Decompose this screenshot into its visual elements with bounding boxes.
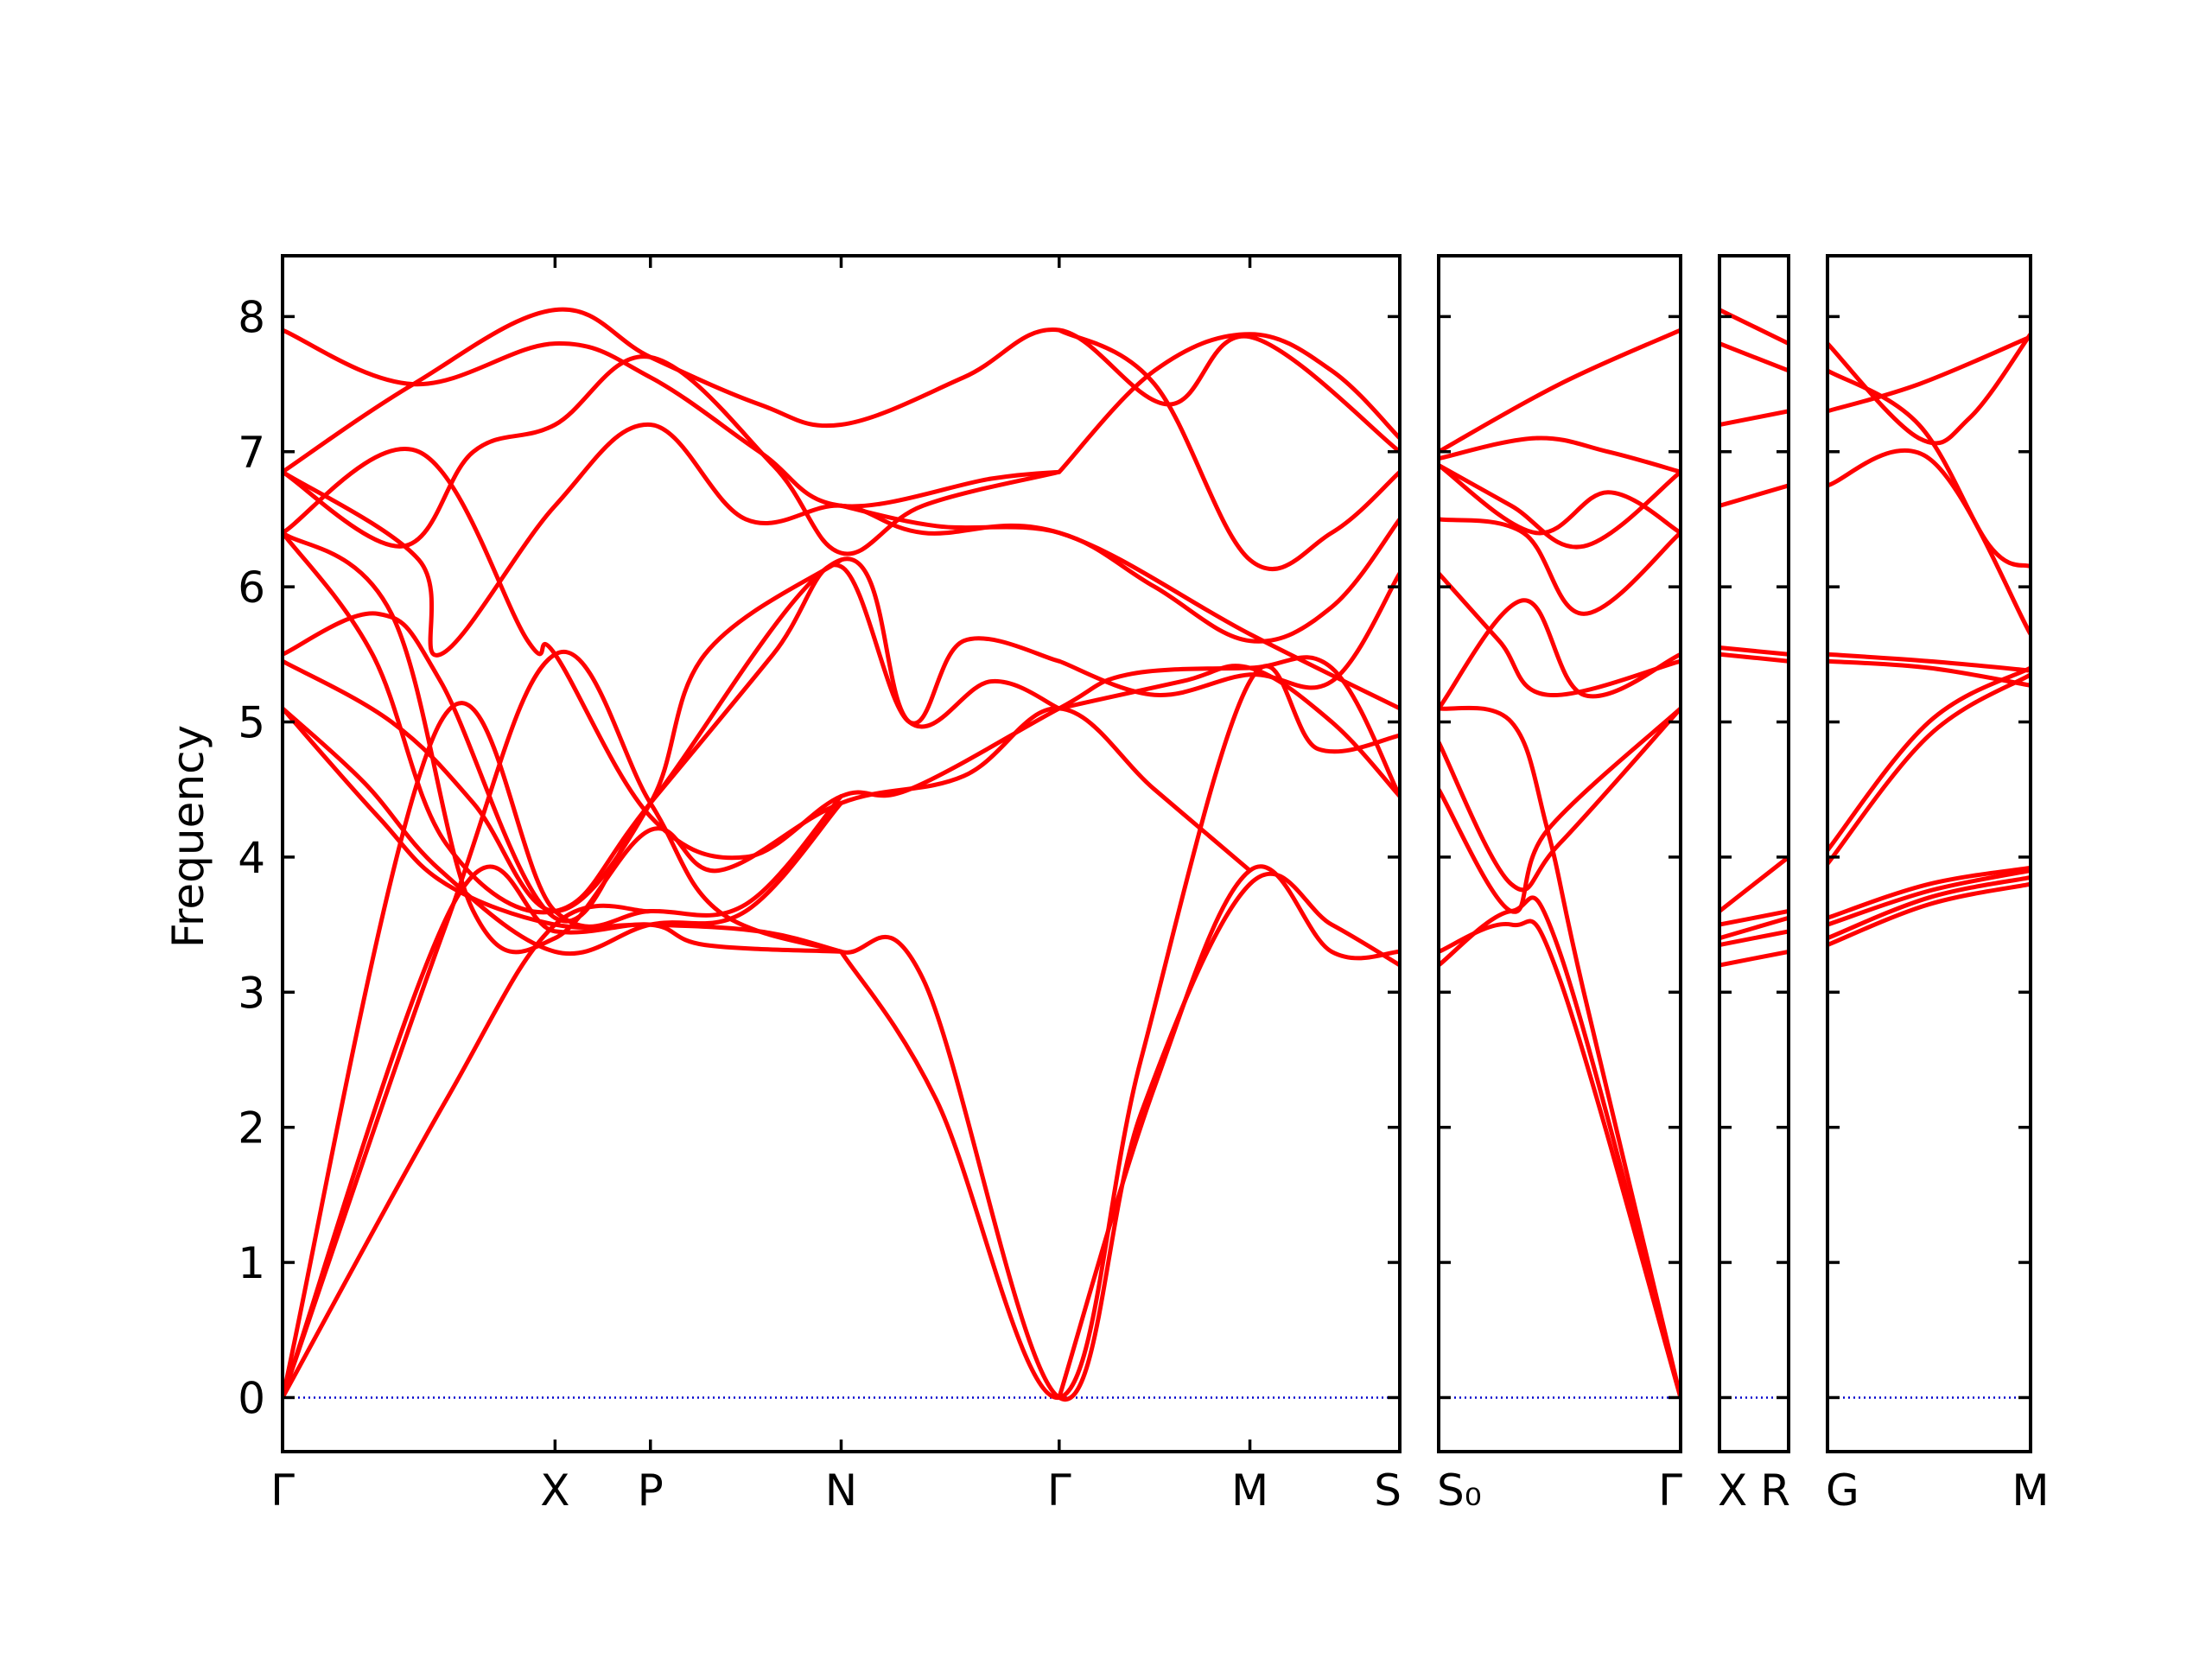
phonon-band [1057,571,1400,697]
phonon-band [1057,864,1400,1400]
x-tick-label: X [540,1465,569,1516]
phonon-band [283,701,843,1400]
phonon-band [1827,368,2031,569]
phonon-band [1719,341,1789,373]
phonon-band [283,563,1062,924]
phonon-band [1827,874,2031,941]
phonon-band [1057,332,1400,474]
phonon-band [1719,652,1789,664]
y-tick-label: 5 [238,698,265,748]
phonon-band [1439,462,1681,536]
x-tick-label: Γ [1047,1465,1071,1516]
phonon-band [283,557,843,913]
phonon-band [1439,571,1681,698]
phonon-band [1719,909,1789,927]
y-tick-label: 1 [238,1238,265,1288]
phonon-band [1827,881,2031,948]
phonon-band [1719,915,1789,941]
panel-frame [1437,254,1682,1453]
phonon-band [1827,334,2031,414]
phonon-band [283,903,653,1400]
phonon-band [1827,652,2031,673]
bands-group [283,307,1400,1402]
phonon-band [1439,706,1681,914]
x-tick-label: P [638,1465,664,1516]
phonon-band [839,664,1400,1400]
y-tick-label: 0 [238,1373,265,1423]
x-tick-label: Γ [1658,1465,1682,1516]
x-tick-label: Γ [270,1465,295,1516]
y-tick-label: 7 [238,428,265,478]
y-tick-label: 8 [238,292,265,342]
y-tick-label: 4 [238,833,265,883]
phonon-band [1439,918,1681,1400]
phonon-band [839,503,1400,644]
bands-group [1439,327,1681,1400]
phonon-band [283,307,1400,474]
bands-group [1719,308,1789,968]
phonon-band [283,706,843,957]
x-tick-label: S₀ [1437,1465,1482,1516]
phonon-band [1827,868,2031,927]
phonon-band [1719,855,1789,913]
bands-group [1827,332,2031,948]
panel-frame [1718,254,1790,1453]
phonon-band [1057,664,1400,798]
x-tick-label: M [2012,1465,2049,1516]
phonon-band [283,447,1400,861]
phonon-band [1439,327,1681,454]
x-tick-label: R [1760,1465,1790,1516]
phonon-band [1719,308,1789,346]
y-axis-label: Frequency [163,725,213,948]
x-tick-label: X [1718,1465,1747,1516]
y-tick-label: 3 [238,968,265,1018]
phonon-band [1439,435,1681,474]
phonon-band [1439,705,1681,1400]
phonon-band [1719,409,1789,427]
phonon-band [1827,448,2031,637]
phonon-band [283,706,1400,1402]
phonon-band [1827,658,2031,688]
y-tick-label: 2 [238,1103,265,1154]
x-tick-label: G [1826,1465,1859,1516]
phonon-band [1439,517,1681,616]
phonon-band [1719,483,1789,508]
phonon-band [1439,598,1681,711]
phonon-band [1719,949,1789,968]
panel-frame [1826,254,2032,1453]
phonon-band [283,864,843,1400]
panel-1: 0 1 2 3 4 5 6 7 8 Γ X P N Γ M S [238,254,1402,1516]
phonon-band [1719,645,1789,657]
phonon-band [1439,706,1681,893]
phonon-band [1439,895,1681,1400]
x-tick-label: N [825,1465,857,1516]
y-tick-label: 6 [238,563,265,613]
phonon-band [1057,327,1400,572]
phonon-band [283,422,1400,711]
phonon-band [1719,929,1789,948]
phonon-band [283,327,1062,509]
panel-2: S₀ Γ [1437,254,1682,1516]
phonon-band [1827,865,2031,920]
phonon-band [1827,672,2031,867]
phonon-band [283,650,843,1400]
x-tick-label: S [1374,1465,1402,1516]
x-tick-label: M [1231,1465,1268,1516]
